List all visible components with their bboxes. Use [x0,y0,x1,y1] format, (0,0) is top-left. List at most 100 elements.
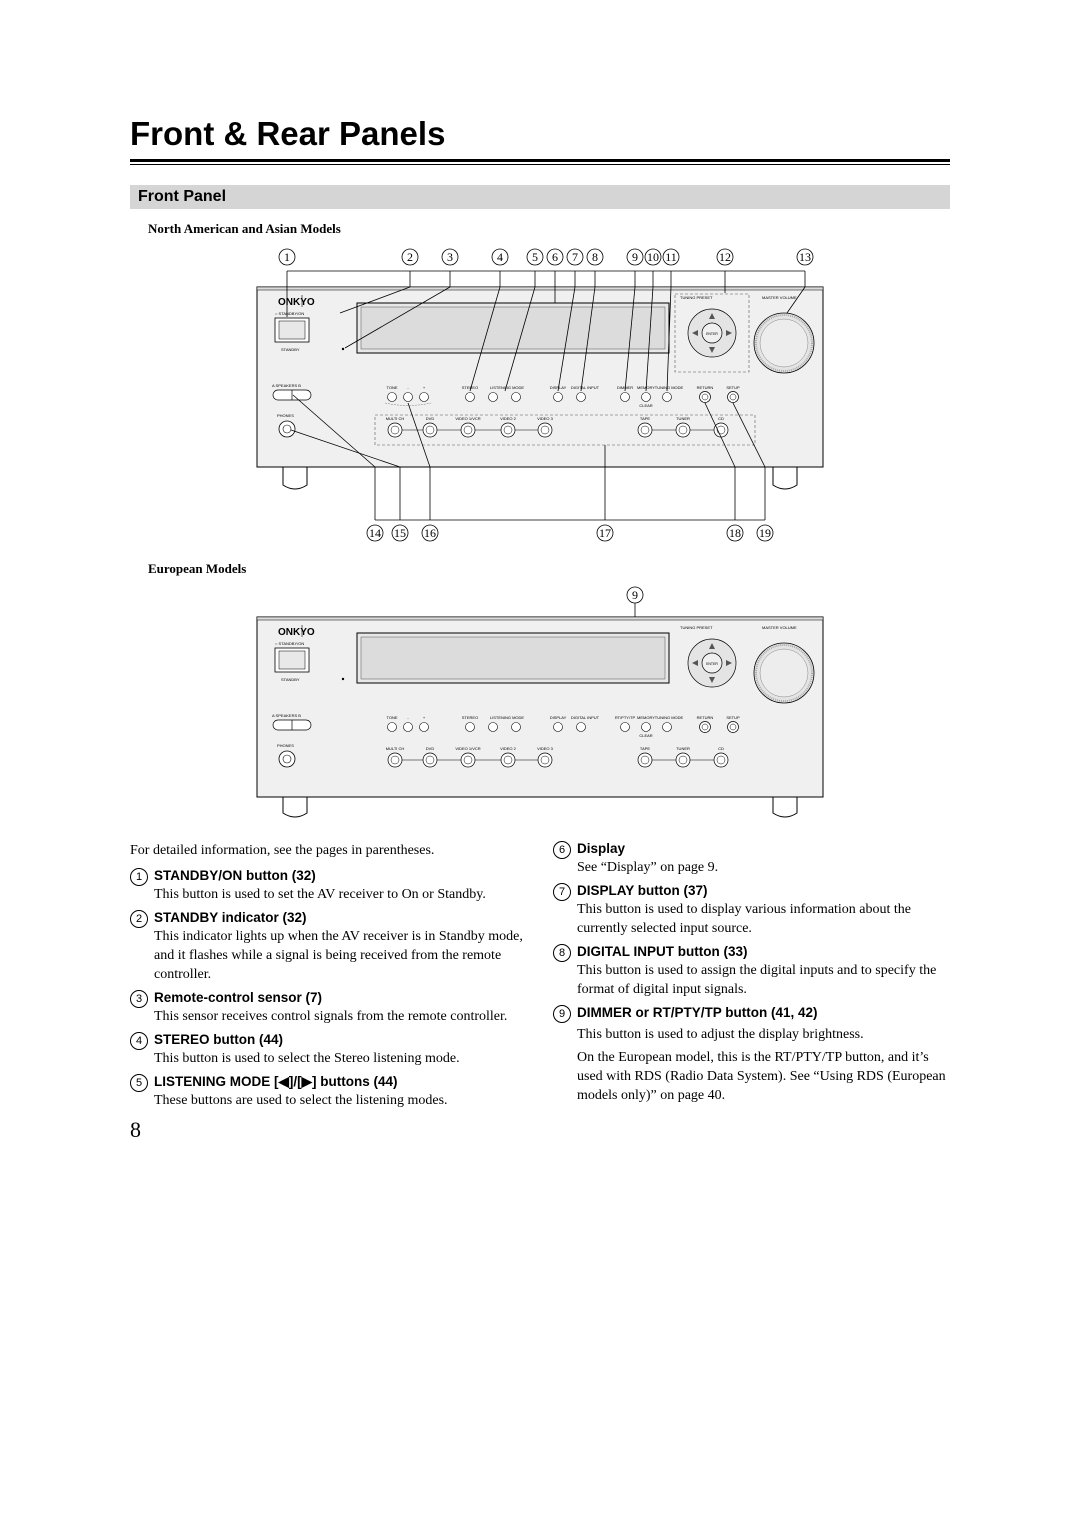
svg-text:CLEAR: CLEAR [639,403,652,408]
svg-text:MASTER VOLUME: MASTER VOLUME [762,295,797,300]
svg-text:9: 9 [632,250,638,264]
svg-text:TUNING MODE: TUNING MODE [655,715,684,720]
svg-text:14: 14 [369,526,381,540]
list-item: 3 Remote-control sensor (7) This sensor … [130,989,527,1027]
svg-text:18: 18 [729,526,741,540]
svg-text:MULTI CH: MULTI CH [386,416,405,421]
svg-text:RETURN: RETURN [697,715,714,720]
svg-text:VIDEO 2: VIDEO 2 [500,746,517,751]
svg-text:TAPE: TAPE [640,746,650,751]
item-desc-p1: This button is used to adjust the displa… [577,1026,950,1045]
svg-text:○ STANDBY/ON: ○ STANDBY/ON [275,311,304,316]
right-column: 6 Display See “Display” on page 9. 7 DIS… [553,836,950,1111]
subheading-na: North American and Asian Models [148,221,950,237]
manual-page: Front & Rear Panels Front Panel North Am… [130,0,950,1151]
svg-text:LISTENING MODE: LISTENING MODE [490,385,525,390]
svg-text:STEREO: STEREO [462,385,478,390]
svg-text:STANDBY: STANDBY [281,677,300,682]
svg-text:ENTER: ENTER [706,662,718,666]
item-desc: This sensor receives control signals fro… [154,1008,527,1027]
list-item: 8 DIGITAL INPUT button (33) This button … [553,943,950,1000]
svg-text:STEREO: STEREO [462,715,478,720]
svg-text:SETUP: SETUP [726,385,740,390]
svg-text:VIDEO 1/VCR: VIDEO 1/VCR [455,416,480,421]
item-title: DISPLAY button (37) [577,882,950,900]
item-desc: This button is used to select the Stereo… [154,1050,527,1069]
svg-text:2: 2 [407,250,413,264]
item-title: Display [577,840,950,858]
intro-text: For detailed information, see the pages … [130,842,527,861]
item-desc-p2: On the European model, this is the RT/PT… [577,1049,950,1106]
item-desc: This button is used to set the AV receiv… [154,886,527,905]
front-panel-diagram-eu: 9 ONKYO ○ STANDBY/ON STANDBY ENTER TUNIN… [235,585,845,820]
svg-text:DIGITAL INPUT: DIGITAL INPUT [571,385,600,390]
list-item: 4 STEREO button (44) This button is used… [130,1031,527,1069]
subheading-eu: European Models [148,561,950,577]
svg-text:PHONES: PHONES [277,743,294,748]
svg-text:STANDBY: STANDBY [281,347,300,352]
front-panel-diagram-na: ONKYO ○ STANDBY/ON STANDBY ENTER TUNING … [235,245,845,545]
list-item: 2 STANDBY indicator (32) This indicator … [130,909,527,985]
svg-text:RT/PTY/TP: RT/PTY/TP [615,715,636,720]
brand-text: ONKYO [278,297,315,308]
item-number-icon: 3 [130,990,148,1008]
list-item: 5 LISTENING MODE [◀]/[▶] buttons (44) Th… [130,1073,527,1111]
svg-text:12: 12 [719,250,731,264]
page-number: 8 [130,1117,141,1143]
svg-text:VIDEO 3: VIDEO 3 [537,416,554,421]
page-title: Front & Rear Panels [130,115,950,153]
svg-text:PHONES: PHONES [277,413,294,418]
item-desc: This button is used to assign the digita… [577,962,950,1000]
svg-text:TUNER: TUNER [676,746,690,751]
svg-text:MASTER VOLUME: MASTER VOLUME [762,625,797,630]
item-desc: This button is used to display various i… [577,901,950,939]
svg-text:A SPEAKERS B: A SPEAKERS B [272,383,301,388]
svg-text:4: 4 [497,250,503,264]
svg-text:TONE: TONE [386,715,397,720]
item-number-icon: 4 [130,1032,148,1050]
svg-text:SETUP: SETUP [726,715,740,720]
svg-text:DIGITAL INPUT: DIGITAL INPUT [571,715,600,720]
svg-text:TUNING MODE: TUNING MODE [655,385,684,390]
item-number-icon: 1 [130,868,148,886]
list-item: 7 DISPLAY button (37) This button is use… [553,882,950,939]
list-item: 1 STANDBY/ON button (32) This button is … [130,867,527,905]
svg-text:1: 1 [284,250,290,264]
svg-text:13: 13 [799,250,811,264]
svg-text:3: 3 [447,250,453,264]
svg-text:ONKYO: ONKYO [278,627,315,638]
svg-text:TONE: TONE [386,385,397,390]
svg-text:TUNER: TUNER [676,416,690,421]
svg-text:5: 5 [532,250,538,264]
item-number-icon: 8 [553,944,571,962]
item-title: STEREO button (44) [154,1031,527,1049]
svg-text:RETURN: RETURN [697,385,714,390]
item-number-icon: 2 [130,910,148,928]
section-heading: Front Panel [130,185,950,209]
svg-text:8: 8 [592,250,598,264]
svg-text:A SPEAKERS B: A SPEAKERS B [272,713,301,718]
description-columns: For detailed information, see the pages … [130,836,950,1111]
svg-text:19: 19 [759,526,771,540]
svg-text:CD: CD [718,746,724,751]
svg-text:○ STANDBY/ON: ○ STANDBY/ON [275,641,304,646]
list-item: 9 DIMMER or RT/PTY/TP button (41, 42) Th… [553,1004,950,1110]
svg-text:DISPLAY: DISPLAY [550,715,567,720]
svg-text:TUNING PRESET: TUNING PRESET [680,625,713,630]
item-desc: This button is used to adjust the displa… [577,1026,950,1106]
svg-text:DVD: DVD [426,416,435,421]
svg-text:DVD: DVD [426,746,435,751]
svg-text:9: 9 [632,588,638,602]
svg-text:CLEAR: CLEAR [639,733,652,738]
item-title: LISTENING MODE [◀]/[▶] buttons (44) [154,1073,527,1091]
item-title: Remote-control sensor (7) [154,989,527,1007]
svg-text:VIDEO 3: VIDEO 3 [537,746,554,751]
item-number-icon: 7 [553,883,571,901]
svg-text:10: 10 [647,250,659,264]
svg-text:17: 17 [599,526,611,540]
item-desc: See “Display” on page 9. [577,859,950,878]
svg-text:MULTI CH: MULTI CH [386,746,405,751]
item-title: DIGITAL INPUT button (33) [577,943,950,961]
item-title: STANDBY/ON button (32) [154,867,527,885]
svg-text:VIDEO 1/VCR: VIDEO 1/VCR [455,746,480,751]
